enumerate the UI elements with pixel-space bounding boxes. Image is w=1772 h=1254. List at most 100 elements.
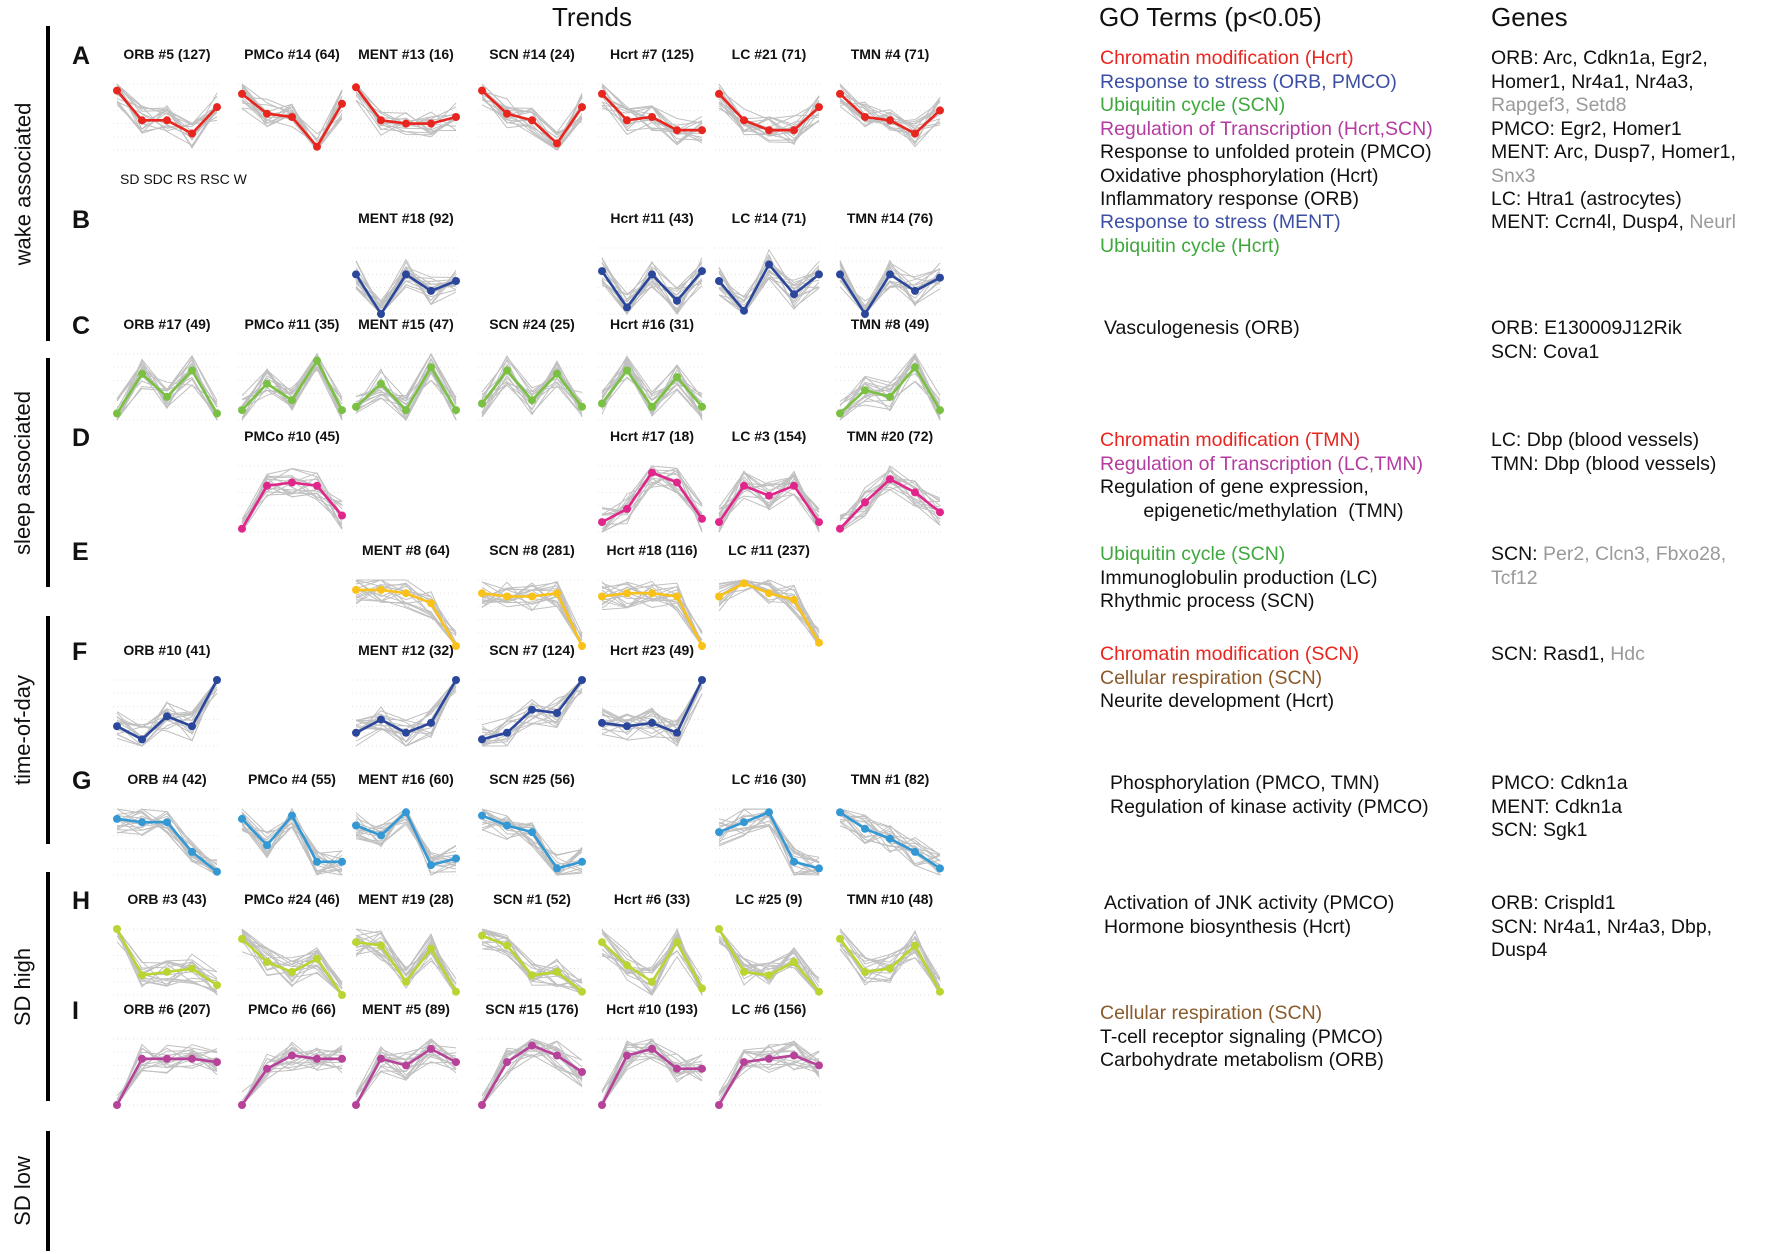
group-label-wake: wake associated — [8, 26, 38, 341]
trend-point — [790, 857, 798, 866]
member-trace — [355, 599, 457, 647]
trend-plot — [238, 928, 346, 999]
trend-plot — [113, 1038, 221, 1109]
genes-list: ORB: Crispld1 SCN: Nr4a1, Nr4a3, Dbp, Dusp… — [1491, 892, 1712, 963]
member-trace — [839, 268, 941, 311]
trend-point — [528, 971, 536, 980]
trend-point — [427, 1044, 435, 1053]
trend-point — [578, 402, 586, 411]
member-trace — [839, 270, 941, 307]
trend-title: SCN #15 (176) — [485, 1001, 579, 1017]
trend-point — [790, 126, 798, 135]
go-terms-list: Chromatin modification (SCN) Cellular res… — [1100, 643, 1359, 714]
trend-point — [623, 504, 631, 513]
trend-point — [352, 728, 360, 737]
trend-point — [648, 718, 656, 727]
genes-list: LC: Dbp (blood vessels) TMN: Dbp (blood v… — [1491, 429, 1716, 476]
member-trace — [481, 928, 583, 991]
trend-point — [188, 366, 196, 375]
trend-point — [338, 991, 346, 999]
gene-line: Homer1, Nr4a1, Nr4a3, — [1491, 71, 1736, 95]
trend-point — [113, 409, 121, 418]
member-trace — [718, 266, 820, 311]
go-terms-list: Chromatin modification (TMN) Regulation o… — [1100, 429, 1423, 523]
trend-plot — [238, 465, 346, 533]
trend-title: PMCo #10 (45) — [244, 428, 340, 444]
member-trace — [355, 1049, 457, 1106]
trend-point — [765, 260, 773, 269]
trend-point — [790, 481, 798, 490]
trend-point — [886, 392, 894, 401]
trend-title: SCN #24 (25) — [489, 316, 575, 332]
trend-point — [673, 373, 681, 382]
trend-title: PMCo #6 (66) — [248, 1001, 336, 1017]
trend-plot — [598, 1038, 706, 1109]
trend-title: TMN #14 (76) — [846, 210, 934, 226]
group-label-wake-text: wake associated — [10, 102, 35, 265]
trend-point — [578, 676, 586, 684]
trend-point — [138, 116, 146, 125]
go-term: Chromatin modification (TMN) — [1100, 429, 1361, 451]
trend-point — [673, 592, 681, 601]
member-trace — [601, 364, 703, 415]
trend-point — [313, 481, 321, 490]
trend-point — [698, 642, 706, 650]
trend-plot — [478, 83, 586, 151]
member-trace — [718, 261, 820, 315]
gene-line: MENT: Ccrn4l, Dusp4, Neurl — [1491, 211, 1736, 235]
gene-line: ORB: E130009J12Rik — [1491, 317, 1682, 341]
trend-point — [836, 409, 844, 418]
go-term: Phosphorylation (PMCO, TMN) — [1110, 772, 1380, 794]
trend-plot — [836, 808, 944, 876]
gene-text: Hdc — [1610, 643, 1645, 665]
trend-plot — [598, 465, 706, 533]
trend-title: Hcrt #23 (49) — [609, 642, 695, 658]
trend-point — [598, 1101, 606, 1109]
trend-title: MENT #5 (89) — [362, 1001, 450, 1017]
member-trace — [481, 811, 583, 876]
trend-point — [765, 491, 773, 500]
go-term: Ubiquitin cycle (SCN) — [1100, 543, 1286, 565]
trend-point — [836, 808, 844, 817]
member-trace — [481, 85, 583, 151]
member-trace — [839, 97, 941, 130]
trend-point — [936, 273, 944, 282]
group-label-time-of-day: time-of-day — [8, 616, 38, 844]
trend-point — [427, 363, 435, 372]
trend-title: MENT #15 (47) — [358, 316, 454, 332]
trend-point — [673, 1064, 681, 1073]
trend-point — [648, 402, 656, 411]
trend-plot — [352, 247, 460, 318]
member-trace — [601, 471, 703, 533]
trend-point — [578, 1068, 586, 1076]
trend-point — [263, 379, 271, 388]
member-trace — [481, 928, 583, 986]
go-terms-list: Ubiquitin cycle (SCN) Immunoglobulin prod… — [1100, 543, 1377, 614]
go-term: Hormone biosynthesis (Hcrt) — [1104, 915, 1352, 938]
trend-plot — [113, 83, 221, 151]
trend-point — [452, 854, 460, 863]
member-trace — [601, 927, 703, 996]
trend-point — [578, 103, 586, 112]
trend-point — [452, 1058, 460, 1067]
trend-point — [352, 938, 360, 947]
member-trace — [839, 815, 941, 867]
go-term: Regulation of Transcription (Hcrt,SCN) — [1100, 117, 1433, 140]
gene-line: SCN: Sgk1 — [1491, 819, 1628, 843]
trend-point — [427, 119, 435, 128]
member-trace — [481, 582, 583, 642]
trend-title: TMN #20 (72) — [846, 428, 934, 444]
member-trace — [241, 475, 343, 533]
trend-point — [238, 1101, 246, 1109]
trend-plot — [598, 247, 706, 316]
gene-text: ORB: Arc, Cdkn1a, Egr2, — [1491, 47, 1708, 69]
trend-point — [698, 1064, 706, 1073]
trend-title: TMN #4 (71) — [850, 46, 930, 62]
group-label-sd-high: SD high — [8, 872, 38, 1101]
member-trace — [116, 98, 218, 124]
gene-line: ORB: Arc, Cdkn1a, Egr2, — [1491, 47, 1736, 71]
member-trace — [241, 807, 343, 875]
member-trace — [481, 928, 583, 982]
go-term: Regulation of kinase activity (PMCO) — [1110, 795, 1429, 818]
trend-point — [213, 676, 221, 684]
